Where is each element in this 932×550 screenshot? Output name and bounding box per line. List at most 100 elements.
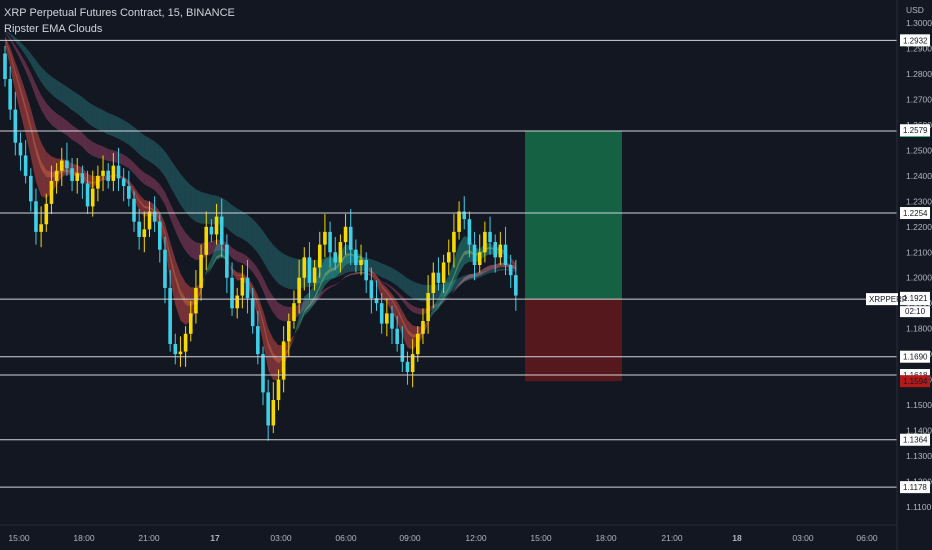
candle-body <box>276 379 281 401</box>
candle-body <box>405 361 410 372</box>
candle-body <box>348 226 353 250</box>
cloud3-segment <box>417 307 423 315</box>
candle-body <box>183 333 188 352</box>
cloud4-segment <box>242 211 248 243</box>
cloud2-segment <box>464 249 470 256</box>
loss-zone <box>525 299 622 382</box>
cloud3-segment <box>340 276 346 282</box>
cloud3-segment <box>144 172 150 187</box>
cloud3-segment <box>185 232 191 258</box>
cloud2-segment <box>376 276 382 288</box>
horizontal-levels <box>0 0 898 550</box>
cloud4-segment <box>324 258 331 281</box>
cloud2-segment <box>293 325 300 340</box>
cloud4-segment <box>113 114 119 139</box>
price-tag: 1.2579 <box>903 126 928 135</box>
candle-body <box>256 326 260 355</box>
cloud3-segment <box>469 273 475 279</box>
cloud4-segment <box>448 280 454 294</box>
cloud2-segment <box>5 38 11 56</box>
cloud3-segment <box>350 272 356 276</box>
candle-body <box>178 351 183 355</box>
cloud1-segment <box>273 339 279 381</box>
cloud1-segment <box>402 310 408 348</box>
time-tick-label: 06:00 <box>335 533 357 543</box>
price-tick-label: 1.3000 <box>906 18 932 28</box>
cloud2-segment <box>299 310 305 327</box>
cloud4-segment <box>154 141 160 170</box>
cloud4-segment <box>56 80 62 103</box>
candle-body <box>441 262 446 283</box>
candle-body <box>39 224 43 232</box>
price-tag: 1.1921 <box>903 294 928 303</box>
candle-body <box>152 211 157 222</box>
candle-body <box>410 354 415 372</box>
cloud1-segment <box>128 180 134 198</box>
candle-body <box>436 272 441 283</box>
candle-body <box>147 211 152 230</box>
cloud2-segment <box>428 312 434 325</box>
cloud2-segment <box>216 253 222 259</box>
candle-body <box>369 280 374 299</box>
cloud2-segment <box>335 261 341 271</box>
candle-body <box>188 313 193 334</box>
candle-body <box>101 170 105 176</box>
cloud2-segment <box>371 269 377 278</box>
candle-body <box>317 244 322 268</box>
candle-body <box>230 277 234 309</box>
cloud3-segment <box>484 265 491 273</box>
candle-body <box>163 249 167 288</box>
candle-body <box>426 293 430 322</box>
price-tick-label: 1.1400 <box>906 426 932 436</box>
candle-body <box>158 221 162 250</box>
cloud2-segment <box>180 289 186 305</box>
cloud3-segment <box>252 261 258 280</box>
cloud4-segment <box>273 244 279 284</box>
price-tick-label: 1.2500 <box>906 145 932 155</box>
time-tick-label: 03:00 <box>270 533 292 543</box>
cloud3-segment <box>381 281 387 285</box>
cloud1-segment <box>293 316 300 336</box>
cloud3-segment <box>51 108 57 129</box>
cloud4-segment <box>46 72 52 95</box>
cloud3-segment <box>371 274 377 278</box>
cloud4-segment <box>190 185 196 222</box>
cloud2-segment <box>459 251 465 265</box>
candle-body <box>477 252 482 265</box>
cloud1-segment <box>164 223 171 281</box>
time-tick-label: 06:00 <box>856 533 878 543</box>
cloud2-segment <box>232 269 238 276</box>
cloud2-segment <box>35 145 42 170</box>
cloud3-segment <box>61 116 67 136</box>
cloud4-segment <box>185 180 191 218</box>
cloud4-segment <box>381 263 387 280</box>
cloud1-segment <box>299 296 305 327</box>
cloud2-segment <box>268 341 274 359</box>
cloud4-segment <box>97 107 104 132</box>
cloud4-segment <box>237 208 243 239</box>
cloud2-segment <box>324 268 331 277</box>
level-price-tag: 1.2932 <box>903 36 928 45</box>
price-tick-label: 1.1800 <box>906 324 932 334</box>
candle-body <box>121 178 126 187</box>
cloud4-segment <box>417 283 423 302</box>
time-tick-label: 21:00 <box>138 533 160 543</box>
cloud4-segment <box>20 42 26 56</box>
price-tags: 1.29321.25761.22541.19161.16901.16181.13… <box>866 34 930 494</box>
cloud1-segment <box>407 320 413 350</box>
candle-body <box>338 242 343 263</box>
level-price-tag: 1.1690 <box>903 353 928 362</box>
cloud4-segment <box>490 269 496 273</box>
cloud1-segment <box>15 61 21 114</box>
cloud4-segment <box>5 30 11 36</box>
cloud2-segment <box>304 304 310 313</box>
cloud1-segment <box>25 91 31 157</box>
cloud4-segment <box>495 268 501 273</box>
cloud1-segment <box>206 258 212 274</box>
candle-body <box>467 219 472 245</box>
price-tick-label: 1.1500 <box>906 400 932 410</box>
stop-price-tag: 1.1594 <box>903 377 928 386</box>
candle-body <box>142 229 147 237</box>
candle-body <box>514 275 518 296</box>
